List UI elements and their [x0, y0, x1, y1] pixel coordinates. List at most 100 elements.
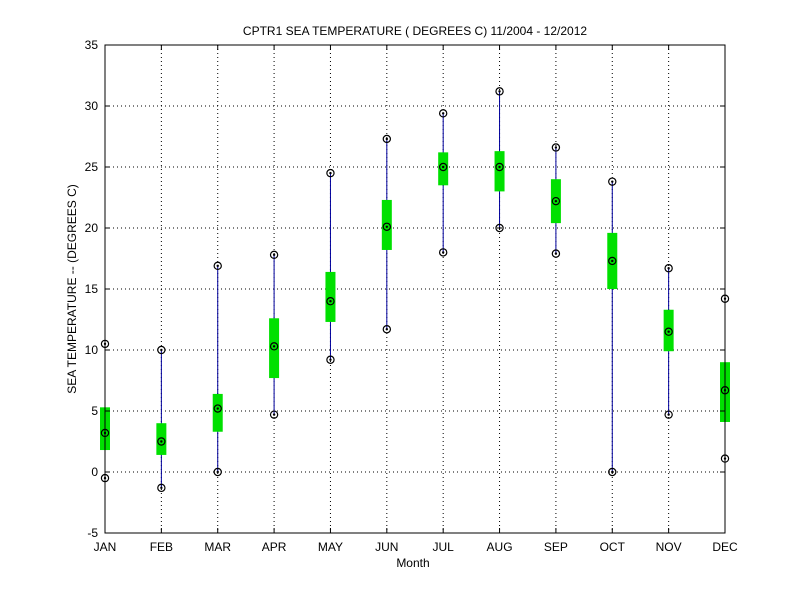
max-marker-ring — [326, 168, 335, 178]
max-marker — [382, 134, 392, 144]
y-axis-label: SEA TEMPERATURE -- (DEGREES C) — [65, 184, 79, 394]
min-marker-ring — [608, 467, 617, 477]
y-tick-label: 10 — [85, 343, 99, 357]
min-marker — [551, 249, 561, 258]
y-tick-label: 35 — [85, 38, 99, 52]
x-tick-label: OCT — [600, 540, 626, 554]
min-marker-dot — [216, 470, 219, 474]
month-box-jun — [381, 134, 392, 334]
max-marker-ring — [382, 134, 392, 144]
max-marker — [269, 250, 279, 260]
month-box-jul — [438, 109, 449, 257]
min-marker-ring — [213, 467, 222, 477]
iqr-box — [381, 199, 392, 250]
y-tick-label: 30 — [85, 99, 99, 113]
min-marker-dot — [441, 251, 445, 254]
max-marker-dot — [498, 90, 501, 93]
median-marker-ring — [551, 196, 561, 206]
min-marker-ring — [326, 355, 335, 364]
max-marker-dot — [160, 348, 163, 352]
plot-series — [100, 87, 730, 493]
median-marker-dot — [667, 330, 670, 333]
median-marker — [213, 404, 222, 413]
x-tick-label: SEP — [544, 540, 568, 554]
min-marker — [664, 410, 673, 419]
min-marker-dot — [329, 358, 332, 361]
month-box-apr — [269, 250, 280, 419]
max-marker-ring — [495, 87, 504, 96]
max-marker-dot — [554, 146, 558, 149]
x-tick-label: JAN — [94, 540, 117, 554]
min-marker — [382, 325, 392, 334]
max-marker-dot — [272, 253, 276, 257]
median-marker-dot — [441, 165, 445, 169]
median-marker — [608, 256, 617, 266]
median-marker-ring — [664, 327, 673, 336]
month-box-oct — [607, 177, 618, 477]
max-marker — [326, 168, 335, 178]
x-tick-label: FEB — [150, 540, 173, 554]
max-marker-dot — [385, 137, 389, 141]
min-marker-dot — [667, 413, 670, 416]
max-marker — [664, 264, 673, 273]
month-box-mar — [212, 261, 223, 477]
x-tick-label: JUL — [433, 540, 455, 554]
median-marker-ring — [495, 162, 504, 172]
median-marker-dot — [329, 300, 332, 303]
median-marker-ring — [326, 297, 335, 306]
iqr-box — [269, 318, 280, 379]
chart-title: CPTR1 SEA TEMPERATURE ( DEGREES C) 11/20… — [243, 24, 587, 38]
min-marker — [495, 223, 504, 233]
x-tick-label: DEC — [712, 540, 738, 554]
min-marker-dot — [498, 226, 501, 230]
min-marker-ring — [438, 248, 448, 257]
median-marker — [664, 327, 673, 336]
iqr-box — [438, 152, 449, 186]
median-marker — [157, 437, 166, 446]
x-tick-label: MAR — [204, 540, 231, 554]
x-tick-label: JUN — [375, 540, 398, 554]
max-marker-ring — [608, 177, 617, 186]
median-marker-dot — [160, 440, 163, 443]
median-marker — [551, 196, 561, 206]
max-marker-dot — [329, 171, 332, 175]
max-marker — [495, 87, 504, 96]
min-marker-dot — [385, 328, 389, 331]
max-marker-ring — [157, 345, 166, 355]
x-tick-label: MAY — [318, 540, 343, 554]
min-marker-ring — [157, 483, 166, 493]
median-marker-dot — [554, 199, 558, 203]
min-marker — [438, 248, 448, 257]
min-marker — [326, 355, 335, 364]
max-marker — [608, 177, 617, 186]
median-marker-dot — [611, 259, 614, 263]
min-marker — [213, 467, 222, 477]
median-marker-dot — [385, 225, 389, 228]
y-tick-label: 5 — [91, 404, 98, 418]
min-marker — [269, 410, 279, 419]
x-tick-label: AUG — [487, 540, 513, 554]
min-marker-ring — [382, 325, 392, 334]
iqr-box — [212, 393, 223, 432]
y-tick-label: 15 — [85, 282, 99, 296]
median-marker-ring — [382, 222, 392, 231]
median-marker — [438, 162, 448, 172]
iqr-box — [494, 151, 505, 192]
min-marker-ring — [495, 223, 504, 233]
max-marker — [551, 143, 561, 152]
median-marker-dot — [272, 345, 276, 348]
min-marker — [608, 467, 617, 477]
month-box-aug — [494, 87, 505, 233]
max-marker — [213, 261, 222, 271]
median-marker-ring — [608, 256, 617, 266]
month-box-nov — [663, 264, 674, 419]
max-marker-ring — [551, 143, 561, 152]
y-tick-label: -5 — [87, 526, 98, 540]
min-marker-dot — [554, 252, 558, 255]
y-tick-label: 0 — [91, 465, 98, 479]
max-marker-ring — [213, 261, 222, 271]
x-tick-label: APR — [262, 540, 287, 554]
axis-ticks: -5 0 5 10 15 20 25 30 35 JAN FEB MAR APR MAY JUN JUL AUG… — [85, 38, 738, 554]
month-box-may — [325, 168, 336, 364]
